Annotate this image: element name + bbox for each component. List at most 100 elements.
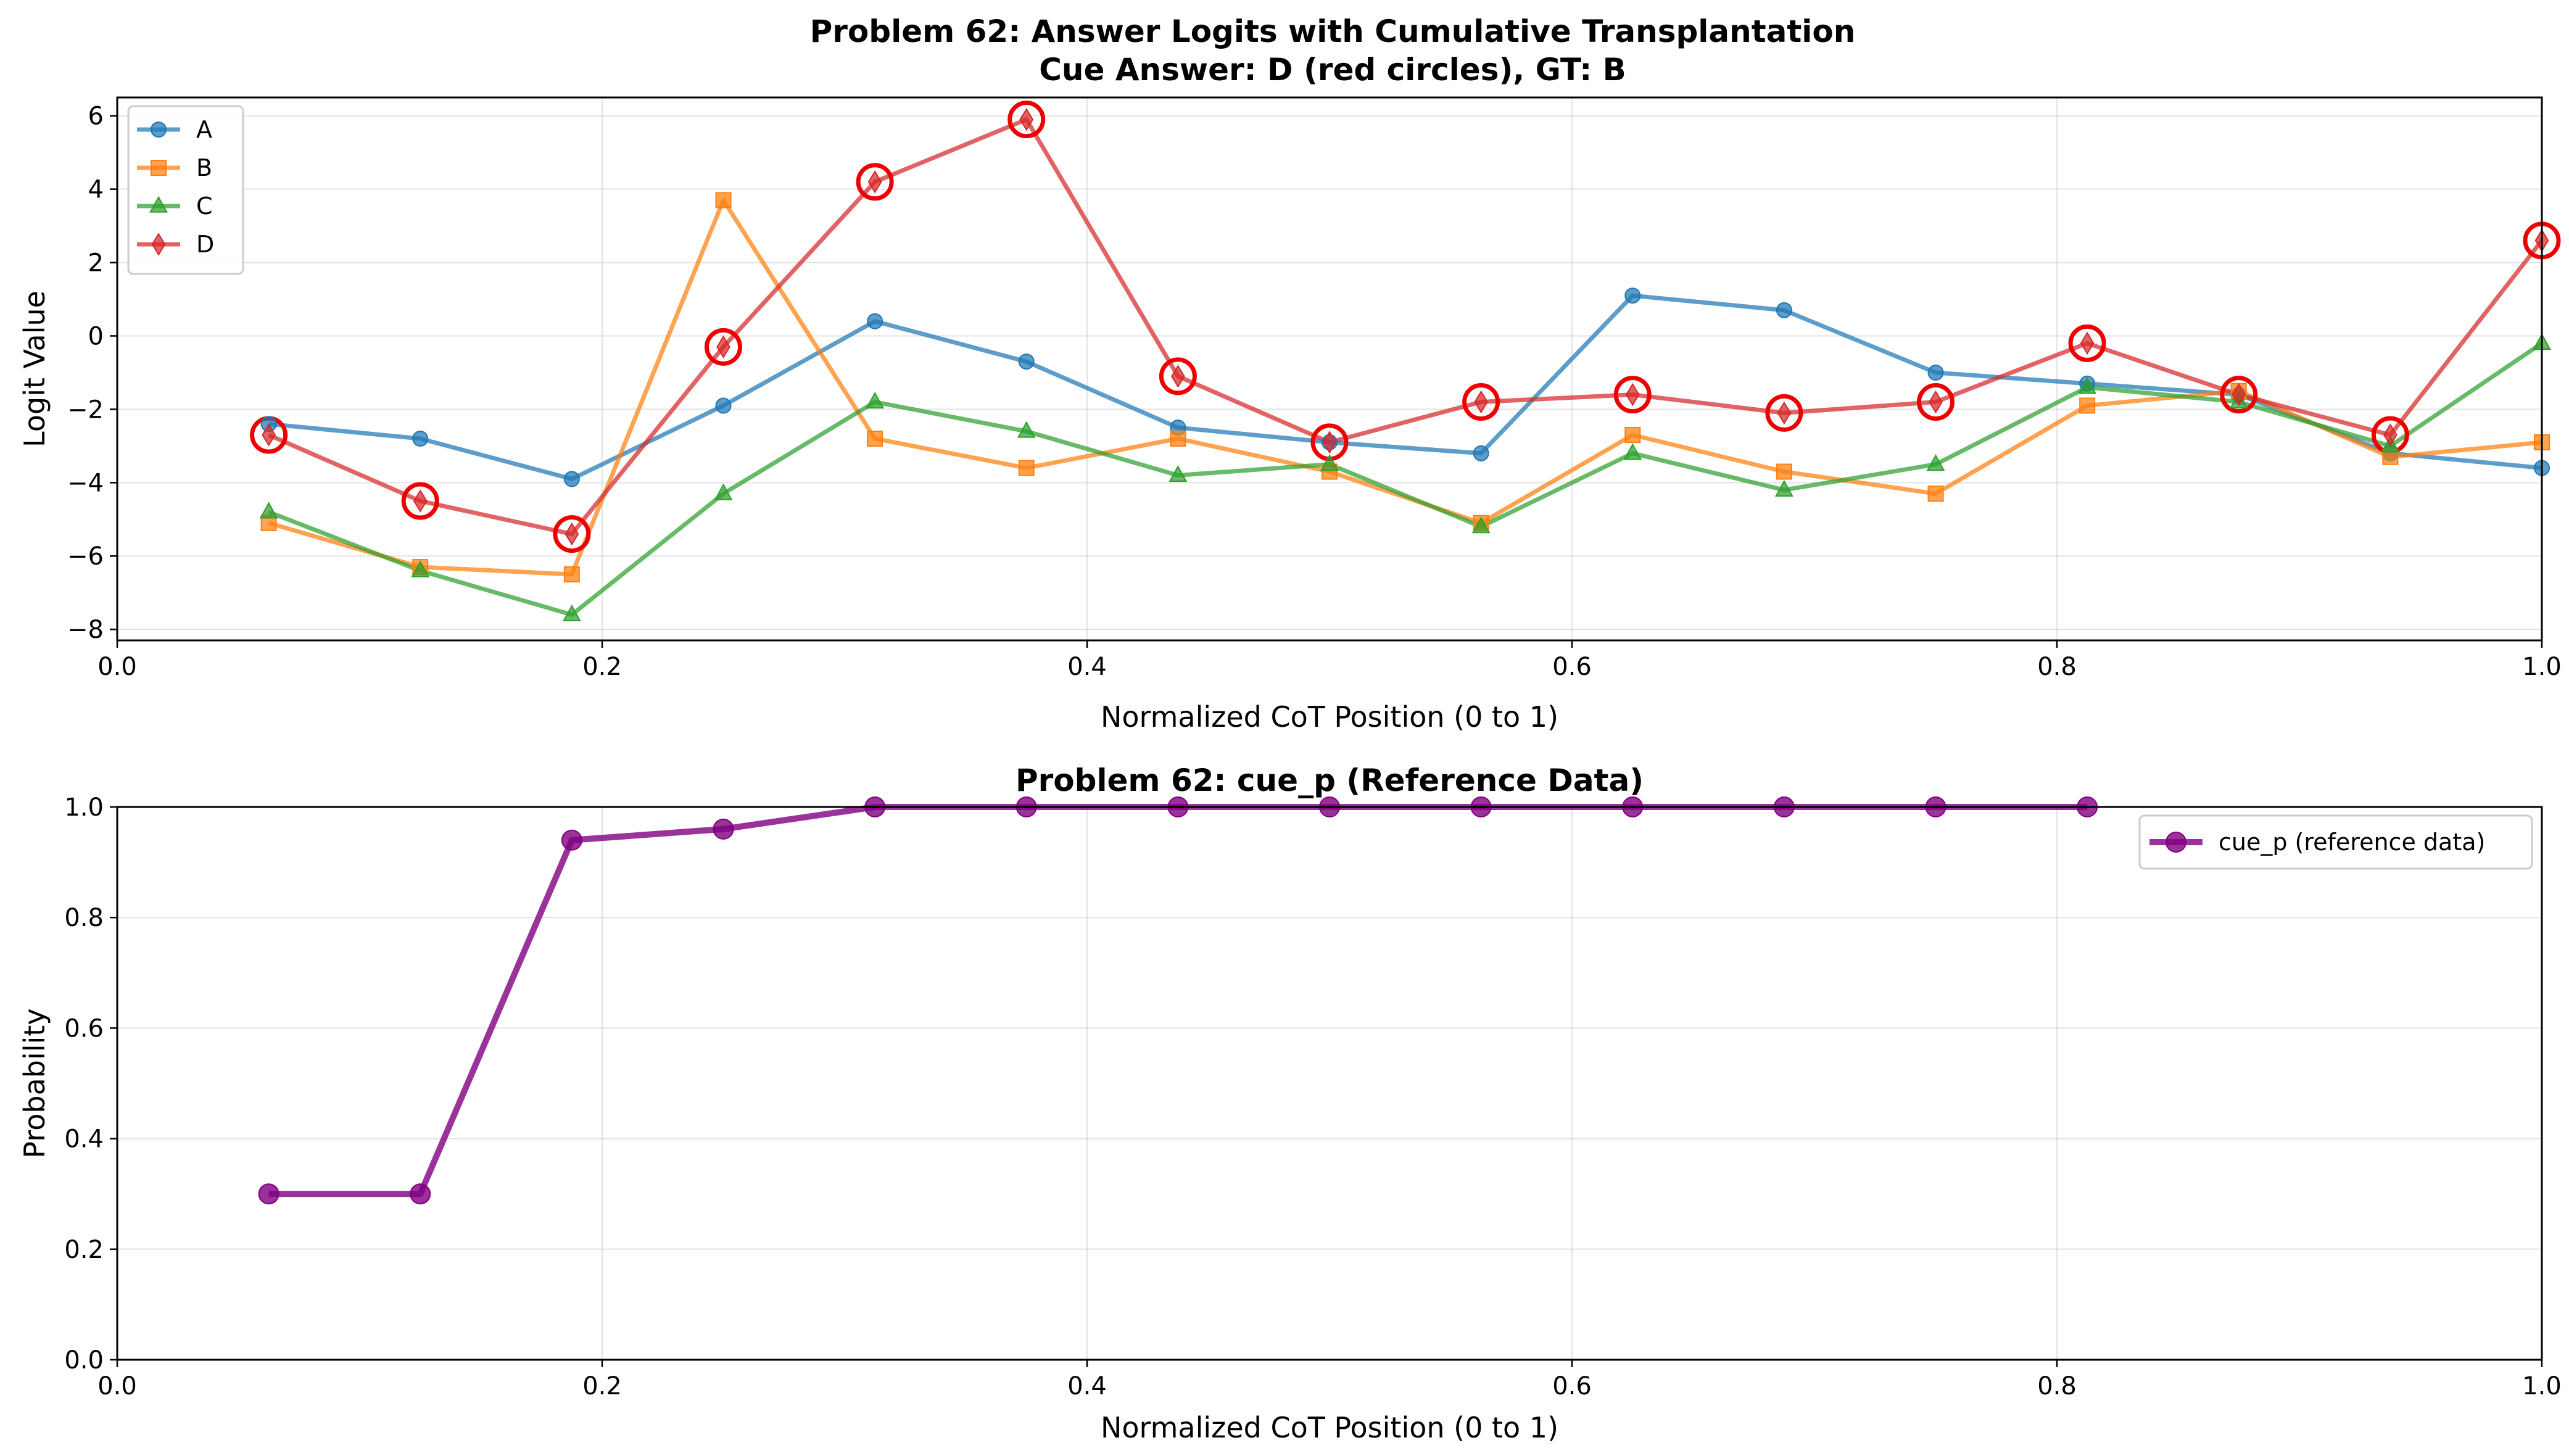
series-b-point [1776,463,1792,480]
logits-series-markers [259,107,2551,621]
cue-p-chart: Problem 62: cue_p (Reference Data) 0.0 0.… [18,763,2562,1444]
cue-p-y-ticks: 0.0 0.2 0.4 0.6 0.8 1.0 [64,793,117,1375]
series-c-point [1623,443,1642,460]
cue-p-legend-box [2138,814,2533,870]
logits-y-tick-label: −8 [67,616,104,644]
series-c-point [1926,454,1945,471]
cue-highlight-circle [1007,101,1046,139]
series-d-line [268,117,2544,537]
cue-p-y-tick-label: 0.0 [64,1346,104,1375]
cue-highlight-circle [401,482,439,520]
series-c-point [1017,421,1036,438]
series-cue-p-reference-data-point [258,1183,279,1205]
series-cue-p-reference-data-point [713,818,734,840]
logits-x-axis-label: Normalized CoT Position (0 to 1) [1101,700,1558,734]
cue-highlight-circle [1917,383,1955,421]
series-cue-p-reference-data-point [561,829,582,851]
logits-y-tick-label: −2 [67,395,104,424]
series-d-point [565,522,579,546]
logits-y-tick-label: 6 [88,102,104,131]
logits-y-tick-label: 4 [88,176,104,204]
logits-y-axis-label: Logit Value [18,291,51,447]
cue-p-plot-frame [116,806,2543,1361]
series-c-point [259,502,278,519]
cue-highlight-circle [856,163,894,201]
legend-b-marker [151,160,167,176]
cue-highlight-circle [1765,394,1803,432]
series-c-point [866,392,885,409]
series-b-point [1018,460,1035,476]
series-c-point [1320,454,1339,471]
series-d-point [1171,365,1185,388]
cue-p-x-tick-label: 0.6 [1552,1372,1592,1400]
legend-b-label: B [196,154,212,181]
cue-p-y-tick-label: 0.6 [64,1014,104,1043]
series-d-point [2080,331,2095,355]
cue-p-x-tick-label: 0.0 [97,1372,137,1400]
cue-p-legend: cue_p (reference data) [2138,814,2533,870]
series-c-point [1169,465,1188,482]
series-c-point [562,604,581,621]
cue-highlight-circle [553,515,591,553]
series-c-line [268,341,2543,617]
series-c-point [411,560,430,577]
series-b-point [1624,427,1641,444]
series-d-point [1777,401,1792,425]
logits-x-tick-label: 1.0 [2522,653,2562,681]
legend-a-marker [151,122,167,138]
series-d-point [1019,107,1034,131]
legend-d-marker [151,233,166,256]
cue-p-y-tick-label: 1.0 [64,793,104,822]
series-a-point [1624,287,1641,304]
series-d-point [2232,383,2246,407]
series-a-point [715,397,732,414]
series-c-point [1471,516,1491,534]
series-d-point [1322,431,1337,454]
logits-chart: Problem 62: Answer Logits with Cumulativ… [18,14,2562,734]
series-d-point [1929,390,1943,414]
cue-highlight-circle [1462,383,1500,421]
series-d-point [1625,383,1640,407]
legend-c-label: C [196,192,213,220]
cue-p-y-axis-label: Probability [18,1008,51,1158]
series-b-point [867,430,883,447]
series-c-point [1774,479,1793,497]
logits-x-tick-label: 0.2 [582,653,622,681]
logits-chart-title: Problem 62: Answer Logits with Cumulativ… [810,14,1856,49]
logits-plot-frame [116,96,2543,642]
logits-x-tick-label: 0.6 [1552,653,1592,681]
logits-y-tick-label: 2 [88,249,104,278]
cue-highlight-circle [2220,376,2258,414]
logits-gridlines [117,97,2542,640]
cue-p-x-ticks: 0.0 0.2 0.4 0.6 0.8 1.0 [97,1360,2562,1400]
logits-y-tick-label: −4 [67,469,104,497]
cue-p-x-tick-label: 0.8 [2037,1372,2077,1400]
series-d-point [1474,390,1488,414]
logits-x-tick-label: 0.4 [1067,653,1107,681]
series-a-point [1776,302,1792,318]
series-a-point [1018,354,1035,370]
series-a-point [1927,364,1944,381]
logits-x-tick-label: 0.0 [97,653,137,681]
series-d-point [262,423,276,447]
cue-highlight-circle [1159,357,1197,395]
series-d-point [716,335,730,359]
logits-x-ticks: 0.0 0.2 0.4 0.6 0.8 1.0 [97,640,2562,681]
cue-p-x-tick-label: 0.4 [1067,1372,1107,1400]
series-a-point [867,313,883,329]
series-a-point [412,430,429,447]
legend-c-marker [149,196,168,213]
cue-p-x-axis-label: Normalized CoT Position (0 to 1) [1101,1411,1558,1444]
series-b-point [563,566,580,582]
logits-x-tick-label: 0.8 [2037,653,2077,681]
logits-series-lines [268,117,2544,617]
series-b-point [1170,430,1186,447]
series-a-point [563,471,580,487]
series-b-point [715,192,732,209]
cue-highlight-circle [705,328,742,366]
series-d-point [413,489,428,513]
cue-p-x-tick-label: 1.0 [2522,1372,2562,1400]
cue-p-y-tick-label: 0.2 [64,1236,104,1264]
